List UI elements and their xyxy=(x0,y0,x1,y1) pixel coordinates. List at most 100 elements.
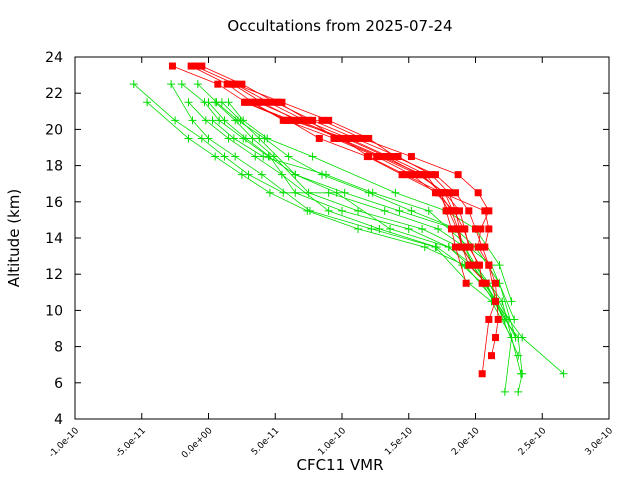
red-point xyxy=(465,207,473,215)
green-point xyxy=(340,188,349,197)
green-point xyxy=(201,116,210,125)
green-series-4 xyxy=(184,98,509,324)
red-point xyxy=(445,189,453,197)
red-point xyxy=(168,62,176,70)
green-point xyxy=(375,224,384,233)
green-point xyxy=(244,170,253,179)
green-point xyxy=(204,134,213,143)
green-point xyxy=(167,80,176,89)
red-series-line xyxy=(251,101,479,266)
green-series-2 xyxy=(167,80,516,396)
green-point xyxy=(324,188,333,197)
green-point xyxy=(248,134,257,143)
red-point xyxy=(318,116,326,124)
green-point xyxy=(184,98,193,107)
green-point xyxy=(391,188,400,197)
green-point xyxy=(354,206,363,215)
green-point xyxy=(432,243,441,252)
red-series-3 xyxy=(231,80,490,287)
red-point xyxy=(478,279,486,287)
red-point xyxy=(223,80,231,88)
green-point xyxy=(324,206,333,215)
red-series-line xyxy=(194,65,499,356)
red-point xyxy=(258,98,266,106)
green-point xyxy=(338,206,346,215)
y-tick-label: 16 xyxy=(45,195,63,211)
green-point xyxy=(500,387,509,396)
red-point xyxy=(229,80,237,88)
red-point xyxy=(278,98,286,106)
red-point xyxy=(447,225,455,233)
red-point xyxy=(325,116,333,124)
green-point xyxy=(217,98,226,107)
red-point xyxy=(198,62,206,70)
red-point xyxy=(407,171,415,179)
green-point xyxy=(224,98,233,107)
green-series-8 xyxy=(217,98,520,342)
green-point xyxy=(434,224,443,233)
red-point xyxy=(191,62,199,70)
y-tick-label: 18 xyxy=(45,159,63,175)
series-layer xyxy=(129,62,568,396)
x-tick-label: 2.0e-10 xyxy=(450,426,482,458)
green-point xyxy=(239,116,248,125)
red-point xyxy=(305,116,313,124)
red-point xyxy=(488,352,496,360)
green-point xyxy=(424,206,433,215)
green-point xyxy=(177,80,186,89)
green-point xyxy=(395,206,404,215)
green-series-line xyxy=(170,83,512,392)
green-point xyxy=(511,333,520,342)
red-point xyxy=(401,171,409,179)
red-series-line xyxy=(201,65,474,266)
red-point xyxy=(466,243,474,251)
red-point xyxy=(418,171,426,179)
red-point xyxy=(385,153,393,161)
green-point xyxy=(193,80,202,89)
green-point xyxy=(204,98,213,107)
green-point xyxy=(211,98,220,107)
green-point xyxy=(241,134,250,143)
x-tick-label: 5.0e-11 xyxy=(250,426,282,458)
y-tick-label: 14 xyxy=(45,231,63,247)
red-point xyxy=(454,171,462,179)
plot-frame xyxy=(74,56,610,420)
red-point xyxy=(214,80,222,88)
y-axis-label: Altitude (km) xyxy=(5,189,23,287)
red-point xyxy=(422,171,430,179)
y-tick-label: 22 xyxy=(45,86,63,102)
tick-layer: 4 6 8 10 12 14 16 18 20 22 24 -1.0e-10 -5.0e-11 0.0e+… xyxy=(45,50,615,461)
red-point xyxy=(301,116,309,124)
green-point xyxy=(354,224,363,233)
green-point xyxy=(255,134,264,143)
green-point xyxy=(444,243,453,252)
green-point xyxy=(368,188,377,197)
green-point xyxy=(380,206,389,215)
red-point xyxy=(434,189,442,197)
green-point xyxy=(518,333,527,342)
green-series-line xyxy=(197,83,519,356)
red-point xyxy=(482,279,490,287)
red-series-6 xyxy=(247,98,482,269)
red-point xyxy=(407,153,415,161)
red-point xyxy=(365,153,373,161)
green-point xyxy=(305,206,314,215)
green-point xyxy=(304,188,313,197)
y-tick-label: 8 xyxy=(54,340,63,356)
green-point xyxy=(407,206,416,215)
red-point xyxy=(451,189,459,197)
x-tick-label: -1.0e-10 xyxy=(47,426,81,460)
red-point xyxy=(187,62,195,70)
green-point xyxy=(418,224,427,233)
green-point xyxy=(231,152,240,161)
green-point xyxy=(197,134,206,143)
green-point xyxy=(143,98,152,107)
red-point xyxy=(477,225,485,233)
green-point xyxy=(458,261,467,270)
red-point xyxy=(481,243,489,251)
red-point xyxy=(333,134,341,142)
plot-border xyxy=(74,56,610,420)
green-point xyxy=(188,116,197,125)
red-point xyxy=(241,98,249,106)
red-point xyxy=(481,207,489,215)
